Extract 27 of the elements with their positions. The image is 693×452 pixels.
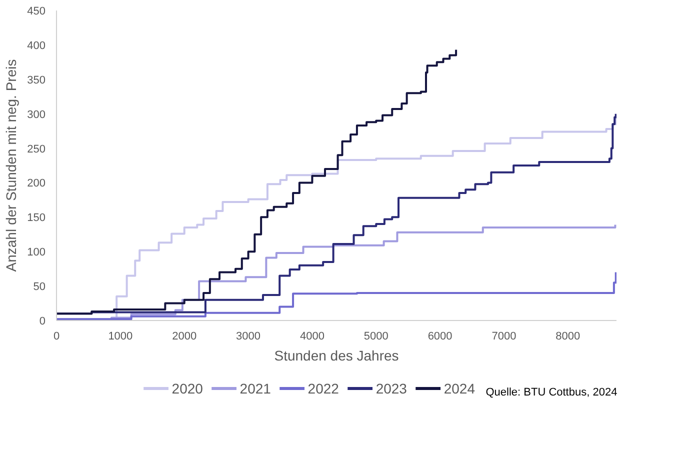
x-tick-label: 7000 bbox=[492, 330, 516, 342]
legend-label: 2023 bbox=[376, 380, 408, 396]
y-tick-label: 200 bbox=[27, 178, 46, 190]
x-tick-label: 0 bbox=[53, 330, 60, 342]
x-tick-label: 3000 bbox=[236, 330, 261, 342]
x-axis-title: Stunden des Jahres bbox=[274, 348, 399, 364]
y-tick-label: 0 bbox=[39, 316, 46, 328]
x-tick-label: 5000 bbox=[364, 330, 388, 342]
x-tick-label: 1000 bbox=[108, 330, 133, 342]
legend-label: 2024 bbox=[444, 380, 476, 396]
legend-label: 2021 bbox=[240, 380, 272, 396]
y-tick-label: 450 bbox=[27, 6, 46, 18]
source-note: Quelle: BTU Cottbus, 2024 bbox=[486, 386, 618, 398]
y-tick-label: 300 bbox=[27, 108, 46, 121]
legend-label: 2020 bbox=[172, 380, 204, 396]
y-tick-label: 50 bbox=[33, 281, 46, 294]
y-tick-label: 150 bbox=[27, 212, 46, 224]
x-tick-label: 6000 bbox=[428, 330, 452, 342]
y-tick-label: 400 bbox=[27, 40, 46, 52]
y-axis-title: Anzahl der Stunden mit neg. Preis bbox=[3, 59, 20, 272]
y-tick-label: 100 bbox=[27, 246, 46, 259]
x-tick-label: 2000 bbox=[172, 330, 197, 342]
x-tick-label: 4000 bbox=[300, 330, 324, 342]
y-tick-label: 350 bbox=[27, 74, 46, 86]
legend-label: 2022 bbox=[308, 380, 340, 396]
x-tick-label: 8000 bbox=[556, 330, 580, 342]
y-tick-label: 250 bbox=[27, 143, 46, 156]
